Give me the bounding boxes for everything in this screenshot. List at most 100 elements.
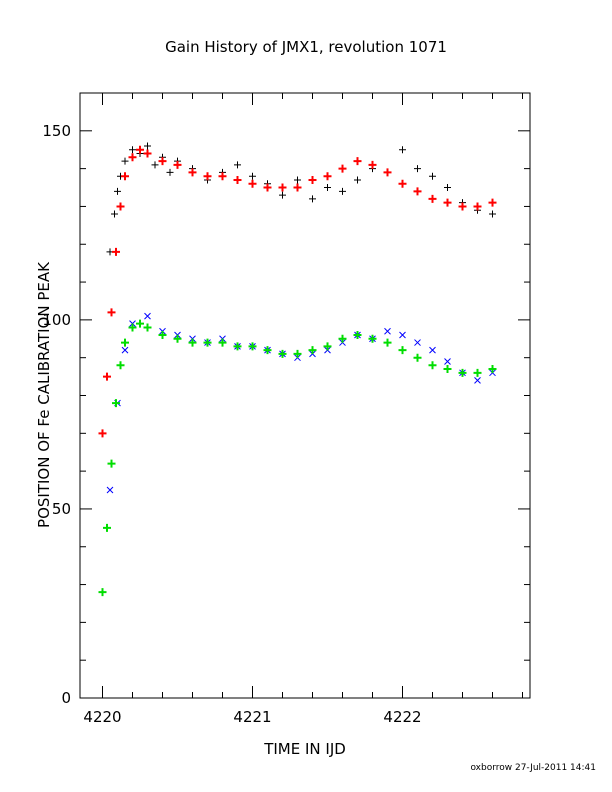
series-fit-upper	[98, 145, 497, 438]
data-point	[428, 361, 437, 370]
data-point	[112, 399, 120, 408]
data-point	[338, 334, 347, 343]
data-point	[293, 349, 302, 358]
data-point	[203, 172, 212, 181]
axes: 0 50 100 150 4220 4221 4222	[42, 92, 530, 726]
data-point	[384, 327, 391, 335]
data-point	[324, 184, 331, 192]
data-point	[103, 372, 111, 381]
data-point	[458, 368, 467, 377]
data-point	[128, 153, 137, 162]
data-point	[128, 323, 137, 332]
data-point	[353, 331, 362, 339]
y-axis-label: POSITION OF Fe CALIBRATION PEAK	[35, 261, 53, 528]
data-point	[399, 331, 406, 339]
data-point	[98, 588, 107, 597]
data-point	[188, 168, 197, 177]
data-point	[279, 191, 286, 199]
data-point	[112, 247, 120, 256]
data-point	[249, 172, 256, 180]
data-point	[144, 312, 151, 320]
data-point	[428, 194, 437, 203]
data-point	[429, 172, 436, 180]
data-point	[106, 486, 114, 494]
data-point	[398, 179, 407, 188]
data-point	[116, 361, 125, 370]
x-tick-label: 4220	[83, 708, 121, 726]
data-point	[488, 365, 497, 374]
data-point	[414, 339, 421, 346]
data-point	[203, 338, 212, 347]
data-point	[129, 146, 136, 154]
data-point	[473, 202, 482, 211]
y-tick-label: 50	[52, 500, 71, 518]
data-point	[309, 195, 316, 203]
data-point	[339, 187, 346, 195]
data-point	[103, 523, 111, 532]
data-point	[294, 176, 301, 184]
x-tick-label: 4222	[383, 708, 421, 726]
data-point	[173, 334, 182, 343]
data-point	[308, 346, 317, 355]
data-point	[414, 165, 421, 173]
data-point	[166, 168, 174, 176]
data-point	[444, 358, 451, 365]
x-axis-label: TIME IN IJD	[263, 740, 346, 758]
data-point	[136, 145, 144, 154]
data-point	[173, 160, 182, 169]
data-point	[121, 172, 129, 181]
data-point	[338, 164, 347, 173]
data-point	[383, 338, 392, 347]
data-point	[474, 377, 481, 384]
data-point	[473, 368, 482, 377]
data-point	[263, 346, 272, 355]
data-point	[383, 168, 392, 177]
data-point	[429, 346, 436, 354]
data-point	[158, 331, 167, 339]
data-point	[323, 342, 332, 351]
data-point	[368, 160, 377, 169]
data-point	[143, 323, 152, 332]
data-point	[278, 349, 287, 358]
data-point	[248, 342, 257, 351]
data-point	[188, 338, 197, 347]
data-point	[151, 161, 159, 169]
data-point	[353, 157, 362, 166]
data-point	[368, 334, 377, 343]
data-point	[248, 179, 257, 188]
data-point	[323, 172, 332, 181]
data-point	[116, 202, 125, 211]
data-point	[218, 338, 227, 347]
data-point	[107, 459, 116, 468]
y-tick-label: 150	[42, 122, 71, 140]
data-point	[293, 183, 302, 192]
data-point	[121, 338, 129, 347]
data-point	[144, 142, 151, 150]
data-point	[354, 176, 361, 184]
data-point	[107, 308, 116, 317]
data-point	[458, 202, 467, 211]
data-point	[489, 210, 496, 218]
series-raw-lower	[106, 312, 496, 494]
x-tick-label: 4221	[233, 708, 271, 726]
data-point	[233, 175, 242, 184]
plot-series	[98, 142, 497, 597]
data-point	[218, 172, 227, 181]
data-point	[488, 198, 497, 207]
data-point	[444, 184, 451, 192]
data-point	[143, 149, 152, 158]
data-point	[114, 187, 121, 195]
data-point	[233, 342, 242, 351]
data-point	[121, 157, 129, 165]
footer-stamp: oxborrow 27-Jul-2011 14:41	[470, 763, 596, 773]
y-tick-label: 0	[61, 689, 71, 707]
y-tick-label: 100	[42, 311, 71, 329]
data-point	[443, 198, 452, 207]
data-point	[234, 161, 241, 169]
series-fit-lower	[98, 319, 497, 597]
data-point	[121, 346, 129, 354]
data-point	[398, 346, 407, 355]
data-point	[278, 183, 287, 192]
data-point	[158, 157, 167, 166]
